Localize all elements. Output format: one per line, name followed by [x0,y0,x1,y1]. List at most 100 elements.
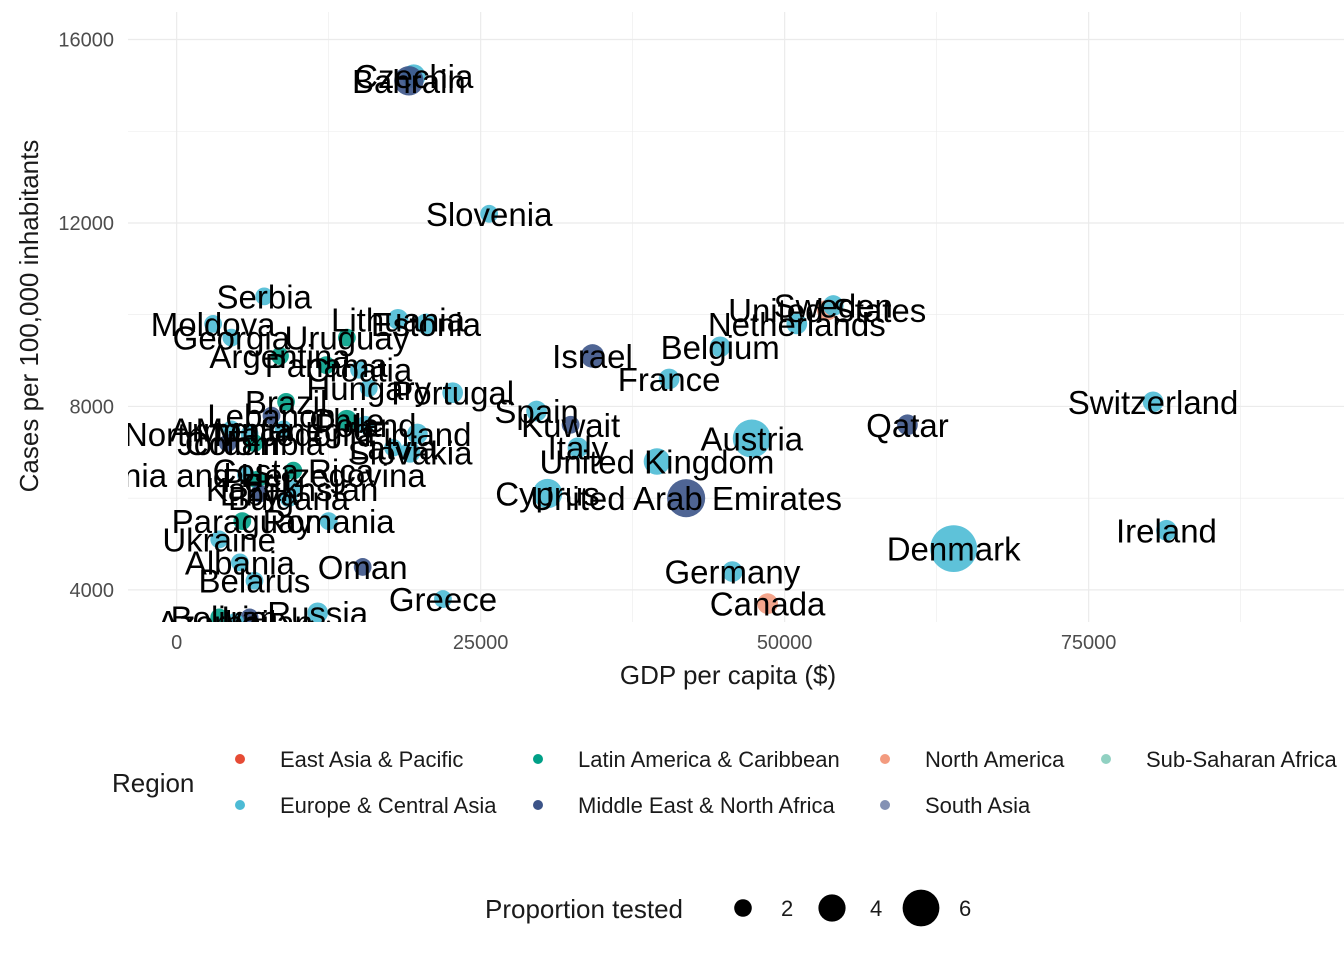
data-point [279,489,298,508]
country-label: Estonia [371,306,482,343]
country-label: Kuwait [521,407,620,444]
data-point [722,561,743,582]
x-tick-label: 25000 [453,632,509,654]
data-point [218,434,237,453]
country-label: Slovakia [348,434,473,471]
data-point [757,593,778,615]
region-legend-label: Sub-Saharan Africa [1146,747,1338,772]
country-label: Poland [314,407,417,444]
country-label: Albania [185,544,296,581]
region-legend-key [1101,754,1111,764]
country-label: Peru [222,462,292,499]
data-point [567,437,589,459]
data-point [356,415,375,434]
country-label: Bahrain [352,63,466,100]
country-label: Israel [552,338,633,375]
data-point [930,525,978,573]
country-label: United States [728,292,926,329]
data-point [204,314,223,333]
data-point [262,406,281,425]
data-point [1142,391,1164,413]
country-label: Germany [664,554,800,591]
data-point [337,328,356,347]
data-point [415,313,437,335]
data-point [732,419,771,458]
region-legend-key [533,754,543,764]
region-legend-key [235,800,245,810]
region-legend-title: Region [112,768,194,798]
size-legend-key [734,899,752,917]
country-label: Bosnia and Herzegovina [66,457,426,494]
country-label: Denmark [887,531,1021,568]
data-point [561,415,580,434]
data-point [1156,519,1177,541]
country-label: Croatia [306,352,413,389]
data-point [284,461,303,480]
data-point [210,608,229,622]
country-label: Montenegro [196,411,372,448]
country-label: Netherlands [708,306,886,343]
x-axis-title: GDP per capita ($) [620,660,836,690]
data-point [222,328,241,347]
country-label: Finland [363,416,471,453]
y-tick-label: 4000 [70,580,115,602]
y-axis-tick-labels: 4000 8000 12000 16000 [58,30,114,602]
country-label: Kazakhstan [206,471,378,508]
country-label: Serbia [216,278,312,315]
country-label: Paraguay [172,503,314,540]
size-legend-label: 6 [959,896,971,921]
country-label: Switzerland [1068,384,1239,421]
country-label: Bolivia [171,599,269,636]
y-axis-title: Cases per 100,000 inhabitants [14,140,44,493]
data-point [897,414,918,436]
country-label: Romania [263,503,396,540]
data-point [822,295,844,316]
y-tick-label: 12000 [58,213,114,235]
data-point [532,478,563,509]
data-point [245,571,264,590]
data-point [442,382,464,404]
country-label: Belgium [661,329,780,366]
x-tick-label: 50000 [757,632,813,654]
country-label: Cyprus [495,476,600,513]
country-label: Uruguay [285,320,410,357]
country-label: Azerbaijan [157,604,313,641]
country-label: Brazil [245,384,328,421]
data-point [526,400,547,422]
country-label: Panama [265,347,389,384]
country-label: Canada [710,586,826,623]
data-point [245,434,264,453]
region-legend-key [235,754,245,764]
country-label: United Kingdom [540,443,775,480]
region-legend-label: Middle East & North Africa [578,793,836,818]
country-label: Moldova [151,306,276,343]
data-point [384,438,402,457]
country-label: Slovenia [426,196,553,233]
data-point [399,441,421,463]
data-point [233,512,252,530]
data-point [359,379,378,397]
country-label: Italy [548,430,609,467]
country-label: Armenia [170,411,294,448]
data-point [407,423,428,445]
x-axis-tick-labels: 0 25000 50000 75000 [171,632,1116,654]
country-label: Qatar [866,407,949,444]
data-point [394,66,424,96]
region-legend-key [533,800,543,810]
data-point [387,308,409,330]
data-point [709,336,731,358]
data-point [210,530,229,549]
data-point [277,392,295,411]
x-tick-label: 75000 [1061,632,1117,654]
data-point [480,204,499,223]
country-label: Greece [389,581,497,618]
region-legend-label: Europe & Central Asia [280,793,497,818]
country-label: United Arab Emirates [530,480,842,517]
country-label: Chile [309,402,384,439]
size-legend: Proportion tested 2 4 6 [485,889,971,927]
country-label: Bulgaria [228,480,350,517]
y-tick-label: 16000 [58,30,114,52]
size-legend-label: 2 [781,896,793,921]
data-point [350,360,368,379]
